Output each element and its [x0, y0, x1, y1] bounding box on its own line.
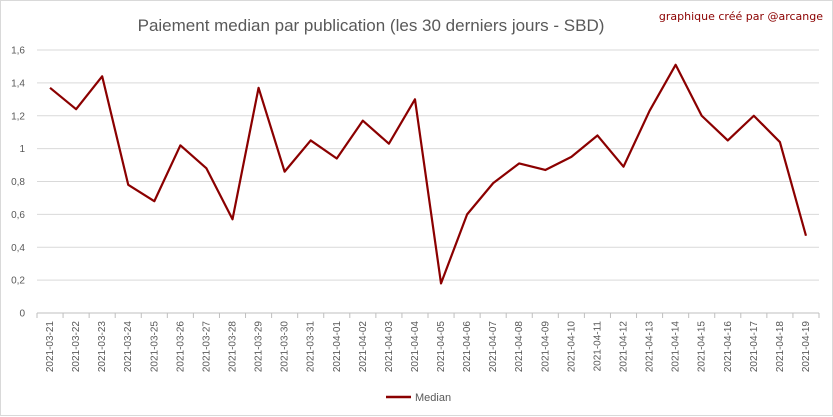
- y-axis: 0 0,2 0,4 0,6 0,8 1 1,2 1,4 1,6: [11, 46, 25, 320]
- x-tick-label: 2021-04-05: [436, 321, 447, 373]
- x-tick-label: 2021-03-27: [201, 321, 212, 373]
- x-axis: 2021-03-21 2021-03-22 2021-03-23 2021-03-24…: [37, 313, 819, 372]
- legend: Median: [386, 392, 451, 404]
- x-tick-label: 2021-03-23: [97, 321, 108, 373]
- y-tick-label: 0,6: [11, 210, 25, 221]
- legend-label: Median: [415, 392, 451, 404]
- y-tick-label: 1: [19, 144, 25, 155]
- x-tick-label: 2021-03-26: [175, 321, 186, 373]
- x-tick-label: 2021-03-29: [254, 321, 265, 373]
- x-tick-label: 2021-03-28: [228, 321, 239, 373]
- x-tick-label: 2021-04-09: [540, 321, 551, 373]
- x-tick-label: 2021-04-13: [645, 321, 656, 373]
- y-tick-label: 1,4: [11, 78, 25, 89]
- y-tick-label: 0,4: [11, 243, 25, 254]
- x-tick-label: 2021-03-25: [149, 321, 160, 373]
- x-tick-label: 2021-04-06: [462, 321, 473, 373]
- x-tick-label: 2021-04-18: [775, 321, 786, 373]
- series-line-median: [50, 65, 806, 284]
- x-tick-label: 2021-03-31: [306, 321, 317, 373]
- x-tick-label: 2021-04-19: [801, 321, 812, 373]
- x-tick-label: 2021-03-24: [123, 321, 134, 373]
- x-tick-label: 2021-04-16: [723, 321, 734, 373]
- x-tick-label: 2021-03-30: [280, 321, 291, 373]
- x-tick-label: 2021-04-10: [566, 321, 577, 373]
- chart-credit: graphique créé par @arcange: [659, 10, 823, 23]
- y-tick-label: 1,6: [11, 46, 25, 57]
- x-tick-label: 2021-03-21: [45, 321, 56, 373]
- y-tick-label: 0,2: [11, 276, 25, 287]
- x-tick-label: 2021-03-22: [71, 321, 82, 373]
- gridlines: [37, 50, 819, 280]
- x-tick-label: 2021-04-08: [514, 321, 525, 373]
- x-tick-label: 2021-04-15: [697, 321, 708, 373]
- y-tick-label: 1,2: [11, 111, 25, 122]
- chart-title: Paiement median par publication (les 30 …: [138, 16, 605, 35]
- x-tick-label: 2021-04-07: [488, 321, 499, 373]
- y-tick-label: 0: [19, 309, 25, 320]
- series-layer: [50, 65, 806, 284]
- y-tick-label: 0,8: [11, 177, 25, 188]
- x-tick-label: 2021-04-12: [619, 321, 630, 373]
- x-tick-label: 2021-04-14: [671, 321, 682, 373]
- x-tick-label: 2021-04-04: [410, 321, 421, 373]
- x-tick-label: 2021-04-17: [749, 321, 760, 373]
- x-tick-label: 2021-04-01: [332, 321, 343, 373]
- x-tick-label: 2021-04-02: [358, 321, 369, 373]
- x-tick-label: 2021-04-03: [384, 321, 395, 373]
- x-tick-label: 2021-04-11: [592, 321, 603, 372]
